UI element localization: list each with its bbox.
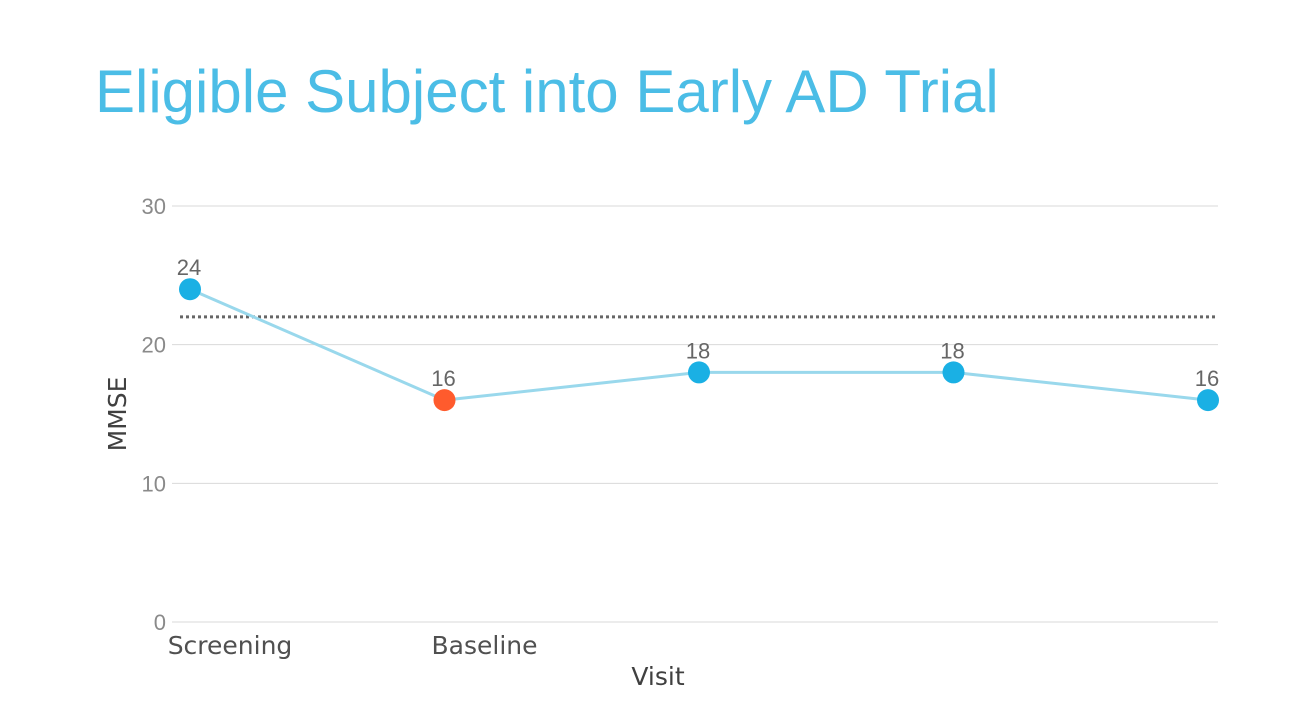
- y-axis-title: MMSE: [103, 377, 132, 452]
- page-title: Eligible Subject into Early AD Trial: [95, 58, 999, 125]
- gridlines: [172, 205, 1218, 623]
- axes: 0 10 20 30 Screening Baseline Visit MMSE: [103, 194, 685, 691]
- y-tick-label-20: 20: [142, 333, 166, 358]
- data-point-4: [1197, 389, 1219, 412]
- data-label-1: 16: [431, 366, 455, 391]
- data-label-3: 18: [940, 338, 964, 363]
- data-point-2: [688, 361, 710, 384]
- data-point-3: [942, 361, 965, 384]
- data-label-4: 16: [1195, 366, 1219, 391]
- x-axis-title: Visit: [631, 662, 684, 691]
- data-label-2: 18: [686, 338, 710, 363]
- data-label-0: 24: [177, 255, 201, 280]
- data-point-0: [179, 278, 201, 301]
- data-labels: 24 16 18 18 16: [177, 255, 1219, 391]
- x-tick-label-1: Baseline: [432, 631, 538, 660]
- y-tick-label-30: 30: [142, 194, 166, 219]
- y-tick-label-10: 10: [142, 471, 166, 496]
- y-tick-label-0: 0: [154, 610, 166, 635]
- data-points: [179, 278, 1219, 412]
- x-tick-label-0: Screening: [168, 631, 293, 660]
- data-point-1: [433, 389, 456, 412]
